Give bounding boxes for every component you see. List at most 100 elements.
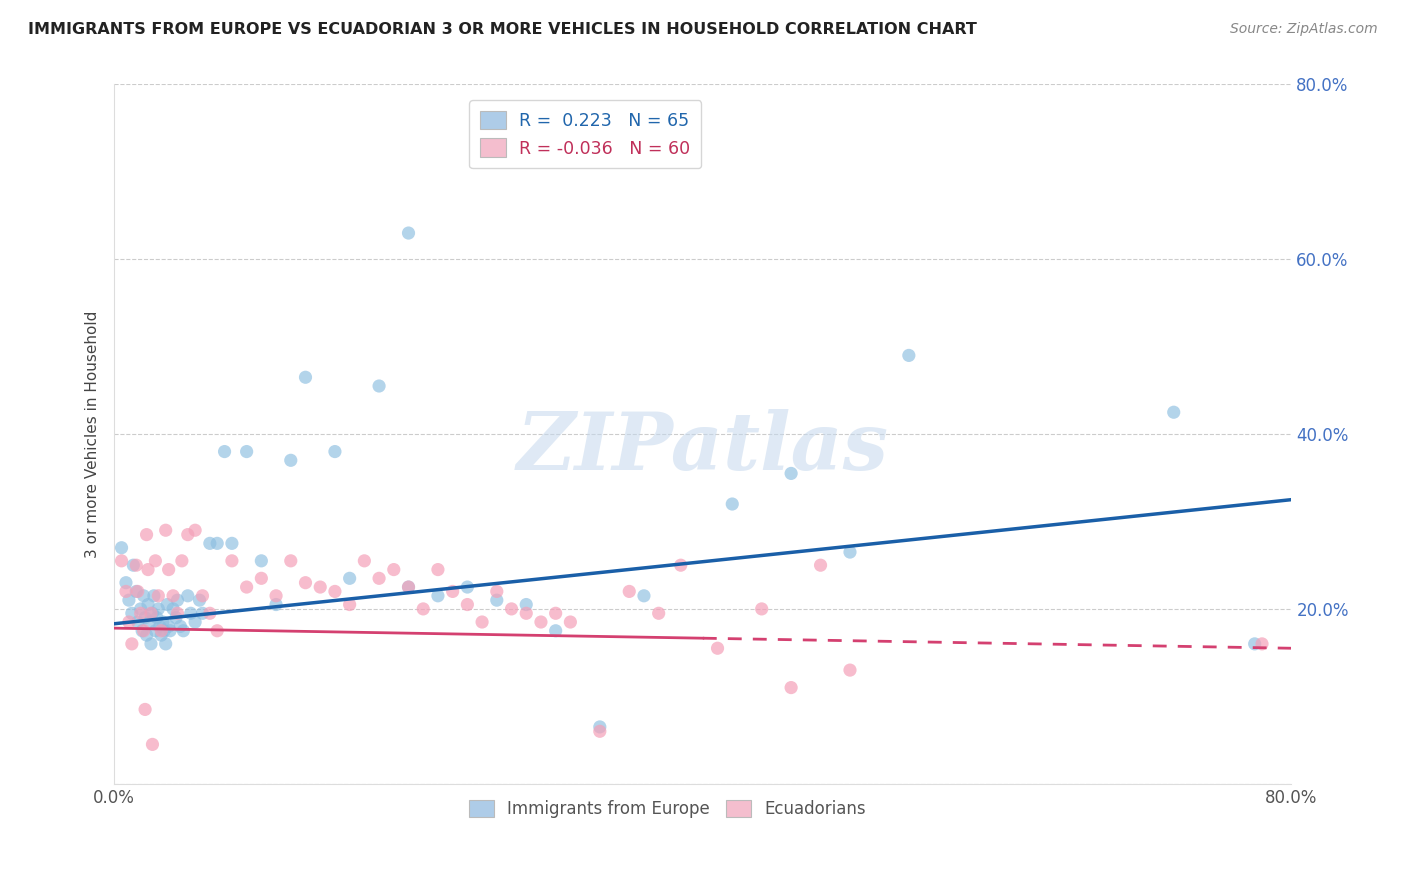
Point — [214, 444, 236, 458]
Point — [485, 584, 508, 599]
Point — [426, 563, 449, 577]
Point — [368, 379, 391, 393]
Point — [205, 536, 228, 550]
Point — [134, 610, 156, 624]
Point — [150, 624, 173, 638]
Point — [127, 615, 149, 629]
Point — [131, 624, 153, 638]
Point — [515, 598, 537, 612]
Point — [398, 226, 420, 240]
Point — [148, 602, 170, 616]
Point — [134, 702, 156, 716]
Point — [125, 558, 148, 573]
Point — [129, 602, 152, 616]
Point — [198, 536, 221, 550]
Text: IMMIGRANTS FROM EUROPE VS ECUADORIAN 3 OR MORE VEHICLES IN HOUSEHOLD CORRELATION: IMMIGRANTS FROM EUROPE VS ECUADORIAN 3 O… — [28, 22, 977, 37]
Point — [141, 738, 163, 752]
Point — [118, 615, 141, 629]
Point — [177, 527, 200, 541]
Point — [138, 615, 160, 629]
Point — [166, 607, 188, 621]
Point — [188, 593, 211, 607]
Point — [1243, 637, 1265, 651]
Point — [456, 580, 478, 594]
Point — [706, 641, 728, 656]
Point — [110, 554, 132, 568]
Point — [118, 593, 141, 607]
Point — [280, 554, 302, 568]
Point — [184, 523, 207, 537]
Y-axis label: 3 or more Vehicles in Household: 3 or more Vehicles in Household — [86, 310, 100, 558]
Point — [141, 607, 163, 621]
Point — [294, 575, 316, 590]
Point — [398, 580, 420, 594]
Point — [368, 571, 391, 585]
Point — [127, 584, 149, 599]
Point — [751, 602, 773, 616]
Point — [149, 619, 172, 633]
Point — [619, 584, 641, 599]
Point — [121, 637, 143, 651]
Point — [121, 607, 143, 621]
Point — [148, 589, 170, 603]
Point — [184, 615, 207, 629]
Point — [589, 724, 612, 739]
Point — [165, 610, 187, 624]
Point — [177, 589, 200, 603]
Point — [180, 607, 202, 621]
Text: Source: ZipAtlas.com: Source: ZipAtlas.com — [1230, 22, 1378, 37]
Point — [1251, 637, 1274, 651]
Point — [122, 558, 145, 573]
Point — [839, 663, 862, 677]
Point — [145, 554, 167, 568]
Point — [456, 598, 478, 612]
Point — [544, 607, 567, 621]
Point — [1163, 405, 1185, 419]
Point — [780, 467, 803, 481]
Point — [162, 602, 184, 616]
Point — [162, 589, 184, 603]
Point — [633, 589, 655, 603]
Point — [294, 370, 316, 384]
Point — [235, 444, 257, 458]
Point — [136, 598, 159, 612]
Point — [398, 580, 420, 594]
Point — [309, 580, 332, 594]
Point — [145, 624, 167, 638]
Point — [152, 615, 174, 629]
Point — [323, 444, 346, 458]
Point — [153, 624, 176, 638]
Point — [530, 615, 553, 629]
Point — [146, 610, 169, 624]
Point — [221, 554, 243, 568]
Point — [560, 615, 582, 629]
Point — [150, 628, 173, 642]
Point — [170, 554, 193, 568]
Point — [810, 558, 832, 573]
Point — [339, 571, 361, 585]
Point — [110, 541, 132, 555]
Point — [721, 497, 744, 511]
Point — [780, 681, 803, 695]
Point — [589, 720, 612, 734]
Point — [198, 607, 221, 621]
Point — [156, 598, 179, 612]
Point — [191, 589, 214, 603]
Legend: Immigrants from Europe, Ecuadorians: Immigrants from Europe, Ecuadorians — [463, 793, 873, 824]
Point — [412, 602, 434, 616]
Point — [132, 589, 155, 603]
Point — [142, 589, 165, 603]
Point — [155, 523, 177, 537]
Point — [205, 624, 228, 638]
Point — [139, 607, 162, 621]
Point — [191, 607, 214, 621]
Point — [157, 619, 180, 633]
Point — [441, 584, 464, 599]
Point — [250, 554, 273, 568]
Point — [125, 584, 148, 599]
Point — [501, 602, 523, 616]
Point — [382, 563, 405, 577]
Point — [135, 628, 157, 642]
Point — [166, 593, 188, 607]
Point — [426, 589, 449, 603]
